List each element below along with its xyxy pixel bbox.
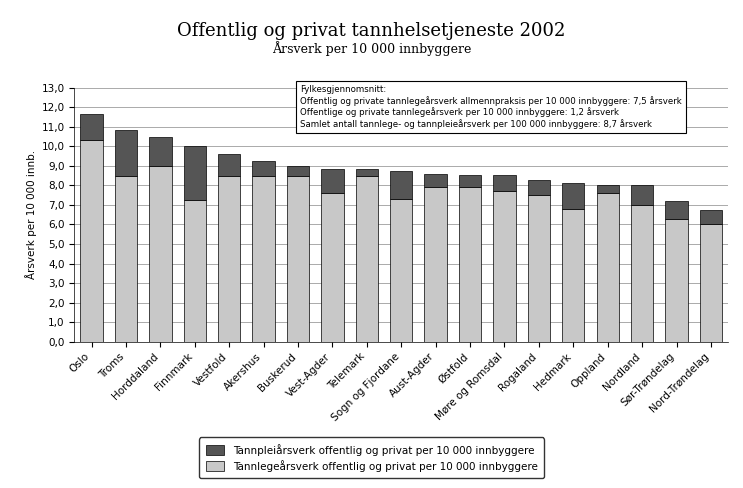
Y-axis label: Årsverk per 10 000 innb.: Årsverk per 10 000 innb.	[25, 150, 37, 279]
Bar	[390, 199, 412, 342]
Bar	[459, 175, 481, 187]
Bar	[80, 114, 103, 140]
Bar	[700, 224, 722, 342]
Bar	[562, 183, 585, 209]
Bar	[218, 176, 240, 342]
Bar	[390, 171, 412, 199]
Bar	[356, 176, 378, 342]
Bar	[80, 140, 103, 342]
Bar	[528, 180, 550, 195]
Legend: Tannpleiårsverk offentlig og privat per 10 000 innbyggere, Tannlegeårsverk offen: Tannpleiårsverk offentlig og privat per …	[199, 437, 544, 478]
Bar	[321, 193, 343, 342]
Text: Fylkesgjennomsnitt:
Offentlig og private tannlegeårsverk allmennpraksis per 10 0: Fylkesgjennomsnitt: Offentlig og private…	[300, 85, 681, 129]
Bar	[665, 201, 688, 219]
Text: Offentlig og privat tannhelsetjeneste 2002: Offentlig og privat tannhelsetjeneste 20…	[178, 22, 565, 40]
Bar	[631, 205, 653, 342]
Bar	[253, 161, 275, 176]
Bar	[493, 191, 516, 342]
Bar	[665, 219, 688, 342]
Bar	[114, 176, 137, 342]
Bar	[149, 137, 172, 166]
Bar	[356, 169, 378, 176]
Bar	[149, 166, 172, 342]
Bar	[253, 176, 275, 342]
Bar	[114, 130, 137, 176]
Bar	[287, 176, 309, 342]
Bar	[459, 187, 481, 342]
Bar	[424, 174, 447, 187]
Bar	[700, 210, 722, 224]
Bar	[528, 195, 550, 342]
Bar	[184, 146, 206, 200]
Bar	[218, 154, 240, 176]
Bar	[424, 187, 447, 342]
Bar	[631, 185, 653, 205]
Bar	[184, 200, 206, 342]
Bar	[562, 209, 585, 342]
Bar	[321, 169, 343, 193]
Text: Årsverk per 10 000 innbyggere: Årsverk per 10 000 innbyggere	[272, 41, 471, 56]
Bar	[597, 193, 619, 342]
Bar	[597, 185, 619, 193]
Bar	[287, 166, 309, 176]
Bar	[493, 175, 516, 191]
